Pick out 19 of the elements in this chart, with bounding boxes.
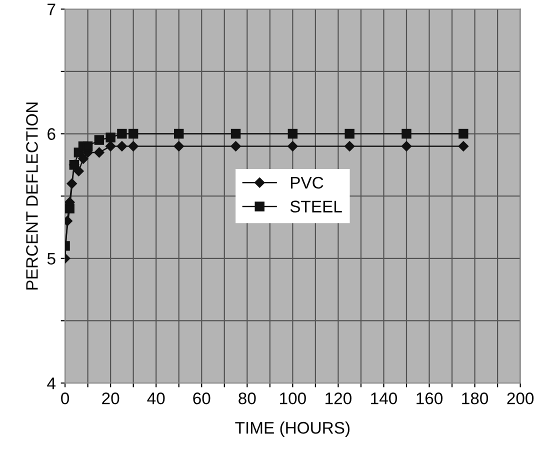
x-tick-label: 60 [193, 392, 210, 404]
y-tick-label: 5 [47, 252, 56, 265]
x-tick-label: 120 [326, 392, 352, 404]
y-tick-label: 4 [47, 378, 56, 390]
x-tick-label: 160 [416, 392, 443, 404]
legend-label: STEEL [290, 200, 342, 212]
x-tick-label: 180 [462, 392, 488, 404]
y-axis-title: PERCENT DEFLECTION [26, 102, 38, 290]
x-tick-label: 140 [371, 392, 397, 404]
x-tick-label: 0 [61, 392, 70, 404]
x-tick-label: 20 [102, 392, 120, 404]
legend-label: PVC [290, 176, 324, 189]
x-tick-label: 200 [507, 392, 534, 404]
x-tick-label: 40 [147, 392, 165, 404]
y-tick-label: 6 [48, 128, 56, 140]
y-tick-label: 7 [48, 4, 56, 16]
x-tick-label: 80 [238, 392, 256, 404]
x-tick-label: 100 [280, 392, 306, 404]
x-axis-title: TIME (HOURS) [235, 421, 350, 438]
